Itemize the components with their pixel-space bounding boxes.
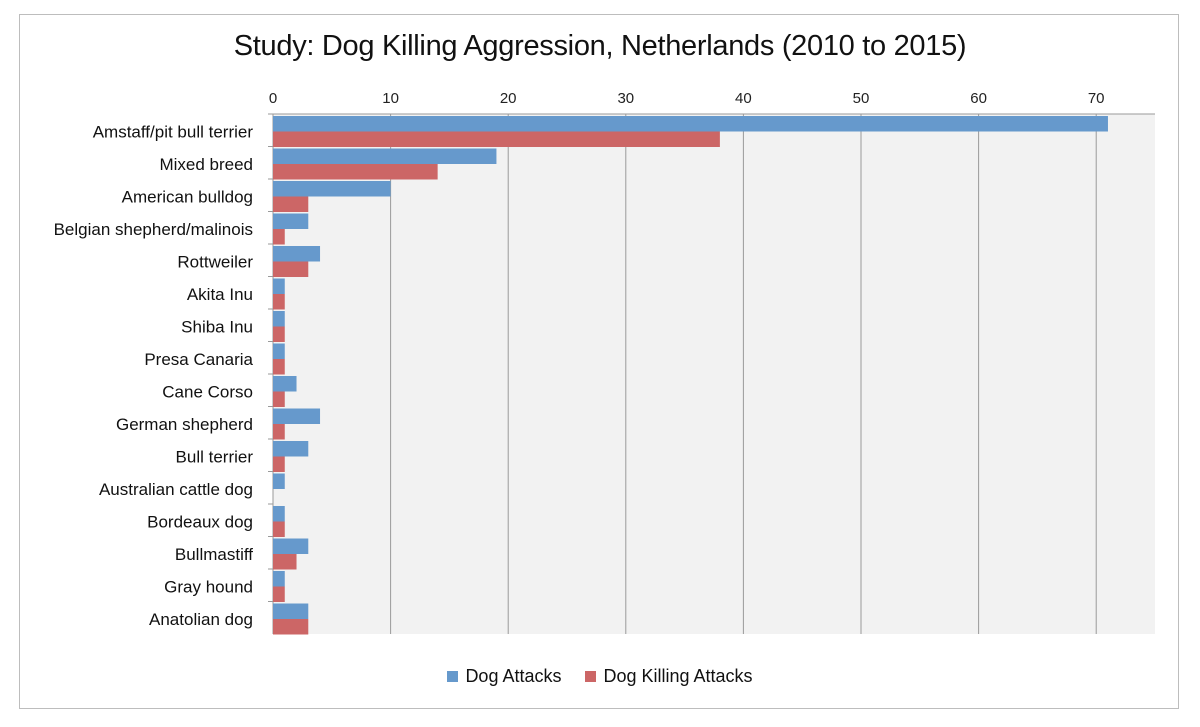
bar-dog-attacks-cane-corso [273, 376, 297, 392]
category-label-akita-inu: Akita Inu [187, 285, 253, 304]
bar-dog-attacks-belgian-shepherd-malinois [273, 213, 309, 229]
x-tick-label-10: 10 [382, 90, 399, 107]
category-label-amstaff-pit-bull-terrier: Amstaff/pit bull terrier [93, 123, 254, 142]
category-label-anatolian-dog: Anatolian dog [149, 610, 253, 629]
legend-label-dog-killing-attacks: Dog Killing Attacks [603, 666, 753, 686]
bar-dog-killing-attacks-bordeaux-dog [273, 521, 285, 537]
bar-dog-killing-attacks-presa-canaria [273, 359, 285, 375]
category-label-australian-cattle-dog: Australian cattle dog [99, 480, 253, 499]
legend-swatch-dog-killing-attacks [585, 671, 597, 682]
category-label-german-shepherd: German shepherd [116, 415, 253, 434]
category-label-belgian-shepherd-malinois: Belgian shepherd/malinois [54, 220, 253, 239]
category-label-bull-terrier: Bull terrier [176, 448, 254, 467]
bar-dog-killing-attacks-american-bulldog [273, 196, 309, 212]
bar-dog-killing-attacks-german-shepherd [273, 424, 285, 440]
plot-area [273, 114, 1155, 634]
bar-dog-attacks-rottweiler [273, 246, 321, 262]
category-labels: Amstaff/pit bull terrier Mixed breed Ameri… [54, 123, 254, 630]
bars [273, 116, 1108, 635]
x-axis-ticks: 0 10 20 30 40 50 60 70 [269, 90, 1105, 107]
category-label-cane-corso: Cane Corso [162, 383, 253, 402]
category-label-shiba-inu: Shiba Inu [181, 318, 253, 337]
x-tick-label-40: 40 [735, 90, 752, 107]
bar-dog-attacks-mixed-breed [273, 148, 497, 164]
bar-dog-killing-attacks-akita-inu [273, 294, 285, 310]
bar-dog-killing-attacks-belgian-shepherd-malinois [273, 229, 285, 245]
category-label-rottweiler: Rottweiler [177, 253, 253, 272]
bar-dog-attacks-australian-cattle-dog [273, 473, 285, 489]
bar-dog-killing-attacks-anatolian-dog [273, 619, 309, 635]
bar-dog-attacks-german-shepherd [273, 408, 321, 424]
x-tick-label-20: 20 [500, 90, 517, 107]
bar-dog-attacks-anatolian-dog [273, 603, 309, 619]
category-label-gray-hound: Gray hound [164, 578, 253, 597]
bar-dog-attacks-gray-hound [273, 571, 285, 587]
bar-dog-killing-attacks-shiba-inu [273, 326, 285, 342]
x-tick-label-70: 70 [1088, 90, 1105, 107]
chart-title: Study: Dog Killing Aggression, Netherlan… [233, 30, 967, 62]
x-tick-label-30: 30 [617, 90, 634, 107]
bar-dog-killing-attacks-amstaff-pit-bull-terrier [273, 131, 720, 147]
bar-dog-attacks-bull-terrier [273, 441, 309, 457]
category-label-bordeaux-dog: Bordeaux dog [147, 513, 253, 532]
x-tick-label-50: 50 [853, 90, 870, 107]
legend-label-dog-attacks: Dog Attacks [465, 666, 562, 686]
bar-dog-attacks-presa-canaria [273, 343, 285, 359]
category-label-presa-canaria: Presa Canaria [144, 350, 253, 369]
bar-dog-attacks-shiba-inu [273, 311, 285, 327]
category-label-mixed-breed: Mixed breed [159, 155, 253, 174]
legend: Dog Attacks Dog Killing Attacks [0, 666, 1200, 687]
bar-dog-killing-attacks-gray-hound [273, 586, 285, 602]
x-tick-label-60: 60 [970, 90, 987, 107]
legend-item-dog-killing-attacks: Dog Killing Attacks [585, 666, 753, 687]
x-tick-label-0: 0 [269, 90, 277, 107]
bar-dog-killing-attacks-bull-terrier [273, 456, 285, 472]
bar-dog-attacks-amstaff-pit-bull-terrier [273, 116, 1108, 132]
legend-item-dog-attacks: Dog Attacks [447, 666, 561, 687]
bar-dog-killing-attacks-cane-corso [273, 391, 285, 407]
bar-dog-attacks-bordeaux-dog [273, 506, 285, 522]
bar-dog-attacks-bullmastiff [273, 538, 309, 554]
bar-dog-attacks-akita-inu [273, 278, 285, 294]
bar-dog-attacks-american-bulldog [273, 181, 391, 197]
category-label-bullmastiff: Bullmastiff [175, 545, 253, 564]
legend-swatch-dog-attacks [447, 671, 459, 682]
bar-dog-killing-attacks-rottweiler [273, 261, 309, 277]
bar-dog-killing-attacks-mixed-breed [273, 164, 438, 180]
bar-dog-killing-attacks-bullmastiff [273, 554, 297, 570]
category-label-american-bulldog: American bulldog [122, 188, 253, 207]
